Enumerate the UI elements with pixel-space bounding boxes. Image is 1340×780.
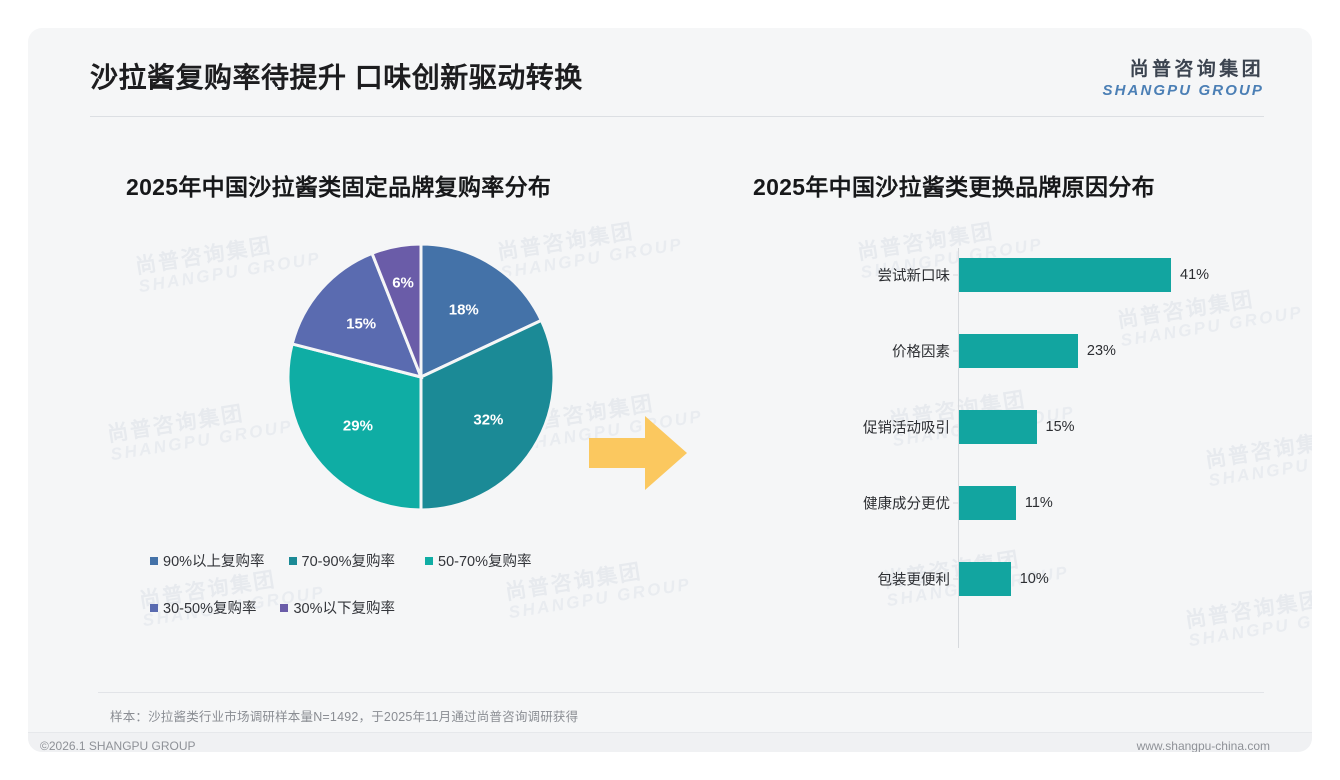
footer-divider (28, 732, 1312, 733)
bar-category-label: 健康成分更优 (863, 496, 950, 513)
pie-slice[interactable] (419, 242, 544, 380)
pie-legend-label: 30%以下复购率 (293, 601, 396, 617)
pie-slice[interactable] (290, 251, 424, 380)
pie-slice[interactable] (419, 318, 556, 512)
bar-category-label: 尝试新口味 (877, 268, 951, 285)
footer-copyright: ©2026.1 SHANGPU GROUP (40, 739, 196, 752)
bar-category-label: 促销活动吸引 (863, 420, 950, 437)
bar-fill[interactable] (959, 486, 1016, 520)
bar-chart-title: 2025年中国沙拉酱类更换品牌原因分布 (753, 174, 1155, 200)
pie-legend-item[interactable]: 50-70%复购率 (425, 550, 532, 571)
bar-row[interactable]: 健康成分更优 11% (728, 486, 1268, 520)
pie-slice[interactable] (288, 342, 423, 512)
logo-chinese-text: 尚普咨询集团 (1129, 59, 1264, 80)
bar-fill[interactable] (959, 410, 1037, 444)
bar-row[interactable]: 促销活动吸引 15% (728, 410, 1268, 444)
pie-legend: 90%以上复购率 70-90%复购率 50-70%复购率 30-50%复购率 30%以下… (150, 550, 620, 618)
bar-category-label: 包装更便利 (877, 572, 951, 589)
pie-legend-item[interactable]: 70-90%复购率 (288, 550, 396, 571)
pie-chart-title: 2025年中国沙拉酱类固定品牌复购率分布 (126, 174, 552, 200)
bar-value-label: 11% (1024, 495, 1053, 511)
bar-value-label: 15% (1045, 419, 1075, 435)
slide-footer (28, 733, 1312, 752)
bar-row[interactable]: 尝试新口味 41% (728, 258, 1268, 292)
slide-canvas: 尚普咨询集团 SHANGPU GROUP 尚普咨询集团 SHANGPU GROUP … (28, 28, 1312, 752)
bar-axis-tick (953, 274, 958, 276)
page-title: 沙拉酱复购率待提升 口味创新驱动转换 (90, 62, 583, 93)
pie-chart-area: 18% 32% 29% 15% 6% (98, 240, 668, 520)
pie-legend-label: 70-90%复购率 (301, 554, 396, 570)
logo-english-text: SHANGPU GROUP (1102, 82, 1264, 99)
legend-swatch-icon (288, 556, 297, 565)
bar-row[interactable]: 包装更便利 10% (728, 562, 1268, 596)
sample-note: 样本：沙拉酱类行业市场调研样本量N=1492，于2025年11月通过尚普咨询调研… (110, 710, 579, 724)
pie-legend-label: 50-70%复购率 (438, 554, 532, 570)
right-arrow-icon (583, 408, 693, 503)
legend-swatch-icon (150, 603, 158, 612)
bar-chart-panel: 2025年中国沙拉酱类更换品牌原因分布 尝试新口味 41% 价格因素 23% 促销活动吸… (728, 168, 1268, 678)
bar-value-label: 10% (1019, 571, 1049, 587)
bar-axis-tick (953, 350, 958, 352)
bar-fill[interactable] (959, 258, 1171, 292)
legend-swatch-icon (280, 603, 289, 612)
pie-slice[interactable] (370, 242, 423, 378)
bar-axis-tick (953, 578, 958, 580)
slide-header: 沙拉酱复购率待提升 口味创新驱动转换 尚普咨询集团 SHANGPU GROUP (28, 28, 1312, 118)
bar-value-label: 41% (1180, 267, 1210, 283)
pie-chart-svg (288, 242, 556, 512)
bar-fill[interactable] (959, 334, 1078, 368)
pie-legend-label: 30-50%复购率 (163, 601, 257, 617)
brand-logo: 尚普咨询集团 SHANGPU GROUP (1103, 54, 1264, 99)
pie-chart-panel: 2025年中国沙拉酱类固定品牌复购率分布 18% 32% 29% 15% 6% 90%以… (98, 168, 668, 678)
note-divider (98, 692, 1264, 693)
bar-fill[interactable] (959, 562, 1011, 596)
bar-row[interactable]: 价格因素 23% (728, 334, 1268, 368)
pie-legend-item[interactable]: 90%以上复购率 (150, 550, 265, 571)
bar-category-label: 价格因素 (892, 344, 950, 361)
legend-swatch-icon (425, 556, 434, 565)
bar-chart-area: 尝试新口味 41% 价格因素 23% 促销活动吸引 15% 健康成分更优 11% 包装更便利 10… (728, 248, 1268, 648)
header-divider (90, 116, 1264, 117)
bar-axis-tick (953, 426, 958, 428)
bar-chart-axis (958, 248, 959, 648)
pie-legend-label: 90%以上复购率 (163, 554, 265, 570)
bar-value-label: 23% (1086, 343, 1116, 359)
footer-website[interactable]: www.shangpu-china.com (1136, 739, 1270, 752)
bar-axis-tick (953, 502, 958, 504)
legend-swatch-icon (150, 556, 158, 565)
pie-legend-item[interactable]: 30-50%复购率 (150, 597, 256, 618)
pie-legend-item[interactable]: 30%以下复购率 (280, 597, 395, 618)
